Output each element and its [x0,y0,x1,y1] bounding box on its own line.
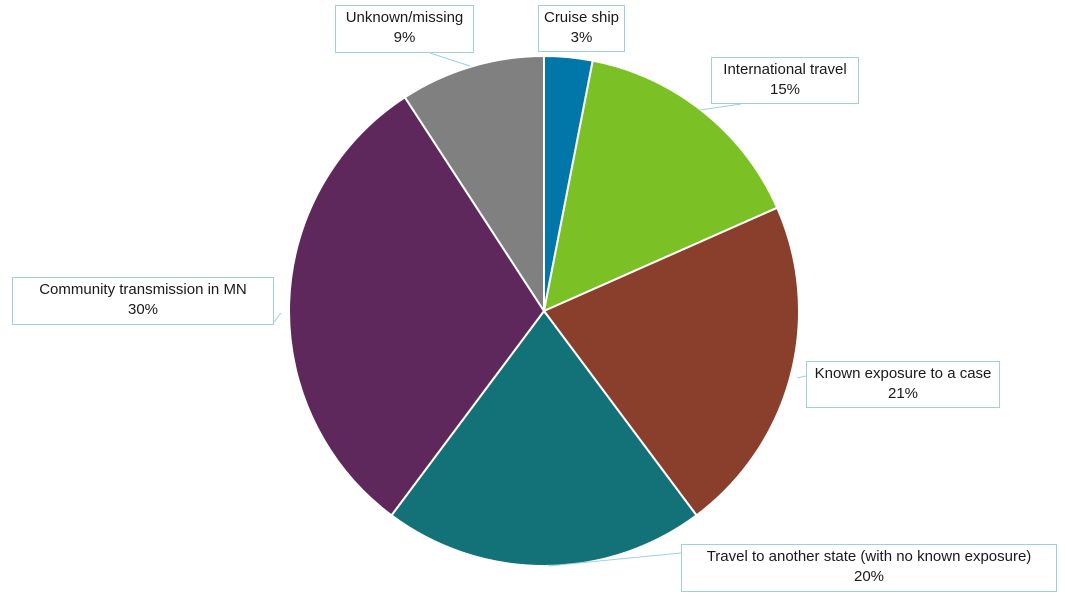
callout-cruise-ship: Cruise ship 3% [538,5,625,52]
callout-travel-another-state: Travel to another state (with no known e… [681,544,1057,592]
pie-slices [288,54,801,567]
slice-label: Cruise ship [543,9,620,26]
leader-line-international-travel [699,103,742,111]
callout-international-travel: International travel 15% [711,57,859,104]
leader-lines [273,52,807,567]
slice-travel-another-state [390,309,698,567]
leader-line-community-transmission [273,312,282,323]
callout-community-transmission: Community transmission in MN 30% [12,277,274,325]
slice-value-label: 3% [570,29,593,46]
callout-known-exposure: Known exposure to a case 21% [806,361,1000,408]
slice-label: International travel [723,61,847,78]
slice-value-label: 15% [769,81,801,98]
slice-label: Travel to another state (with no known e… [706,548,1032,565]
slice-label: Known exposure to a case [814,365,992,382]
slice-known-exposure [542,206,801,517]
callout-unknown-missing: Unknown/missing 9% [335,5,474,53]
slice-value-label: 21% [887,385,919,402]
slice-unknown-missing [403,54,545,315]
slice-label: Community transmission in MN [39,281,247,298]
slice-label: Unknown/missing [345,9,464,26]
slice-value-label: 30% [127,301,159,318]
leader-line-unknown-missing [429,52,471,67]
leader-line-travel-another-state [547,552,682,567]
leader-line-known-exposure [796,375,807,379]
slice-international-travel [542,59,779,313]
slice-value-label: 9% [393,29,416,46]
slice-community-transmission [288,95,546,517]
slice-value-label: 20% [853,568,885,585]
